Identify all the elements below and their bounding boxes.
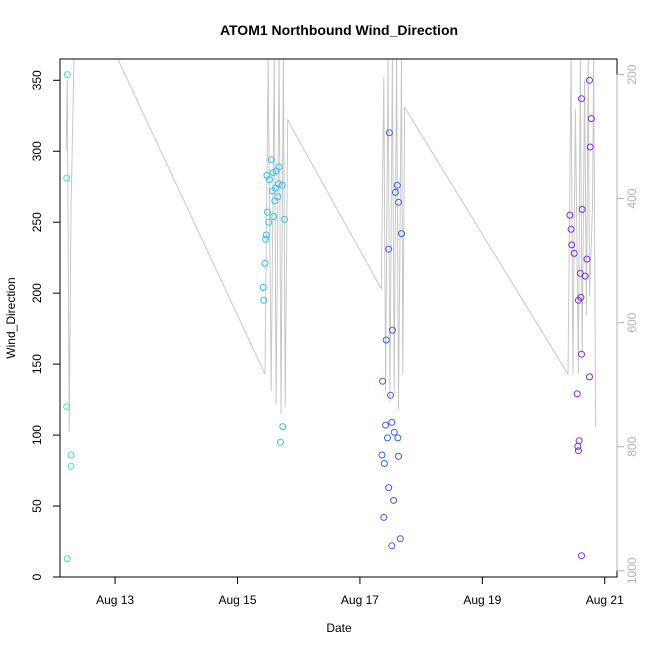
data-point-group1 — [67, 451, 75, 459]
x-axis: Aug 13 Aug 15 Aug 17 Aug 19 Aug 21 — [96, 576, 624, 607]
data-point-group2 — [270, 213, 278, 220]
data-point-group3 — [388, 542, 396, 550]
data-point-group2 — [281, 215, 289, 223]
data-point-group4 — [583, 255, 591, 263]
data-point-group3 — [398, 230, 405, 238]
data-point-group1 — [63, 71, 71, 79]
data-point-group3 — [384, 434, 391, 442]
y-tick-label: 100 — [30, 425, 44, 445]
data-point-group3 — [388, 418, 396, 426]
data-point-group3 — [385, 484, 393, 492]
data-point-group2 — [276, 438, 284, 446]
data-point-group2 — [262, 231, 270, 239]
data-point-group2 — [260, 296, 268, 304]
data-point-group4 — [587, 115, 595, 123]
y-tick-label: 50 — [30, 499, 44, 513]
data-point-group3 — [390, 496, 398, 504]
x-tick-label: Aug 19 — [463, 593, 501, 607]
data-point-group2 — [261, 259, 269, 267]
scatter-points-group — [63, 71, 595, 563]
data-point-group4 — [575, 437, 583, 445]
data-point-group3 — [382, 421, 390, 429]
data-point-group4 — [568, 241, 576, 249]
x-tick-label: Aug 13 — [96, 593, 134, 607]
data-point-group4 — [578, 205, 586, 213]
data-point-group3 — [395, 198, 402, 206]
y-axis-label: Wind_Direction — [4, 277, 18, 358]
y-tick-label: 0 — [30, 573, 44, 580]
data-point-group2 — [262, 235, 270, 243]
data-point-group3 — [379, 377, 387, 385]
data-point-group3 — [395, 452, 402, 460]
data-point-group3 — [390, 428, 398, 436]
data-point-group4 — [586, 373, 593, 381]
data-point-group3 — [385, 245, 393, 253]
data-point-group3 — [396, 535, 404, 543]
data-point-group4 — [578, 95, 585, 103]
data-point-group2 — [267, 156, 275, 164]
data-point-group2 — [265, 218, 273, 226]
x-tick-label: Aug 17 — [341, 593, 379, 607]
y2-tick-label: 200 — [625, 64, 639, 84]
y-tick-label: 300 — [30, 141, 44, 161]
data-point-group1 — [63, 174, 71, 182]
y2-tick-label: 400 — [625, 188, 639, 208]
data-point-group2 — [278, 181, 286, 189]
data-point-group4 — [566, 211, 574, 219]
data-point-group4 — [586, 76, 593, 84]
data-point-group4 — [573, 390, 581, 398]
y2-tick-label: 800 — [625, 436, 639, 456]
data-point-group1 — [67, 462, 75, 470]
data-point-group3 — [382, 336, 390, 344]
data-point-group4 — [567, 225, 575, 233]
y-tick-label: 350 — [30, 70, 44, 90]
data-point-group4 — [581, 272, 589, 280]
data-point-group2 — [279, 423, 287, 431]
x-axis-label: Date — [326, 621, 352, 635]
data-point-group4 — [574, 296, 582, 304]
data-point-group2 — [275, 163, 283, 171]
x-tick-label: Aug 15 — [218, 593, 256, 607]
data-point-group2 — [268, 187, 276, 195]
y-tick-label: 200 — [30, 283, 44, 303]
data-point-group3 — [393, 181, 401, 189]
data-point-group2 — [264, 208, 271, 216]
y2-tick-label: 1000 — [625, 557, 639, 584]
data-point-group4 — [574, 442, 582, 450]
data-point-group3 — [385, 129, 393, 137]
y2-tick-label: 600 — [625, 312, 639, 332]
data-point-group4 — [578, 350, 585, 358]
data-point-group3 — [388, 326, 396, 334]
gray-line-series — [65, 59, 597, 433]
line-series-group — [65, 59, 597, 433]
data-point-group3 — [378, 451, 386, 459]
data-point-group4 — [578, 552, 585, 560]
data-point-group2 — [265, 176, 273, 184]
data-point-group3 — [394, 434, 402, 442]
x-tick-label: Aug 21 — [586, 593, 624, 607]
data-point-group4 — [570, 249, 578, 257]
data-point-group1 — [63, 555, 71, 563]
data-point-group2 — [259, 284, 267, 291]
data-point-group2 — [272, 167, 280, 175]
y-axis: 0 50 100 150 200 250 300 350 — [30, 70, 61, 580]
chart-title: ATOM1 Northbound Wind_Direction — [220, 22, 458, 38]
y2-axis: 200 400 600 800 1000 — [616, 64, 639, 584]
data-point-group3 — [387, 391, 394, 399]
data-point-group3 — [380, 513, 388, 521]
data-point-group4 — [574, 447, 582, 455]
data-point-group1 — [63, 403, 71, 411]
data-point-group3 — [380, 460, 388, 467]
y-tick-label: 250 — [30, 212, 44, 232]
data-point-group3 — [391, 188, 399, 196]
data-point-group4 — [586, 143, 594, 151]
y-tick-label: 150 — [30, 354, 44, 374]
data-point-group2 — [271, 197, 279, 205]
